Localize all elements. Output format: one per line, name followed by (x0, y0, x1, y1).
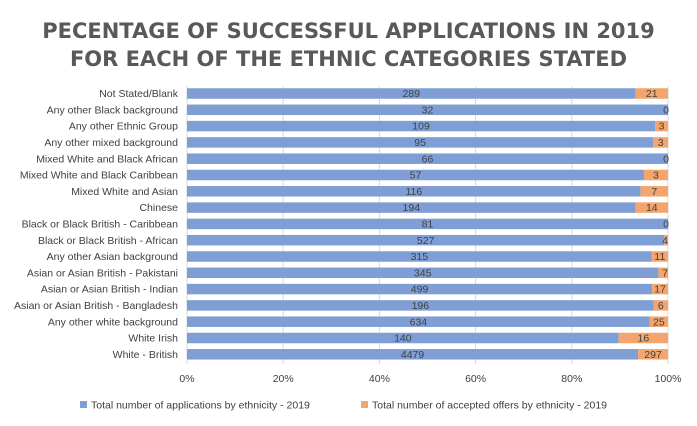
y-category-label: Chinese (139, 202, 178, 214)
bar-accepted-offers (635, 202, 668, 213)
data-label-applications: 95 (414, 137, 426, 149)
y-category-label: Black or Black British - Caribbean (22, 219, 179, 231)
bar-applications (187, 218, 668, 230)
y-category-label: Asian or Asian British - Pakistani (27, 267, 178, 279)
x-tick-label: 80% (561, 373, 582, 385)
bar-applications (187, 88, 636, 99)
y-category-label: White Irish (128, 333, 178, 345)
data-label-accepted-offers: 3 (658, 137, 664, 149)
data-label-accepted-offers: 6 (658, 300, 664, 312)
data-label-accepted-offers: 7 (651, 186, 657, 198)
bar-accepted-offers (651, 251, 668, 262)
y-category-label: Mixed White and Asian (71, 186, 178, 198)
bar-accepted-offers (658, 267, 668, 279)
chart-title: PECENTAGE OF SUCCESSFUL APPLICATIONS IN … (42, 19, 655, 43)
y-category-label: Mixed White and Black African (36, 153, 178, 165)
bar-applications (187, 120, 656, 132)
data-label-applications: 109 (412, 121, 430, 133)
legend-label-accepted-offers: Total number of accepted offers by ethni… (372, 400, 607, 412)
data-label-accepted-offers: 0 (663, 153, 669, 165)
bar-applications (187, 349, 639, 360)
data-label-applications: 66 (422, 153, 434, 165)
bar-applications (187, 332, 619, 344)
y-category-label: Any other Black background (47, 104, 178, 116)
data-label-applications: 289 (402, 88, 420, 100)
data-label-accepted-offers: 0 (663, 219, 669, 231)
x-tick-label: 100% (655, 373, 682, 385)
chart-subtitle: FOR EACH OF THE ETHNIC CATEGORIES STATED (69, 47, 628, 71)
bar-accepted-offers (618, 332, 668, 344)
data-label-applications: 527 (417, 235, 435, 247)
data-label-applications: 194 (403, 202, 421, 214)
x-tick-label: 0% (179, 373, 194, 385)
data-label-applications: 4479 (401, 349, 425, 361)
x-tick-label: 60% (465, 373, 486, 385)
bar-accepted-offers (653, 300, 668, 311)
y-category-label: Any other mixed background (44, 137, 178, 149)
data-label-applications: 315 (411, 251, 429, 263)
bar-applications (187, 202, 636, 213)
bar-accepted-offers (643, 169, 668, 181)
bar-applications (187, 251, 652, 262)
data-label-accepted-offers: 11 (654, 251, 665, 263)
bar-applications (187, 153, 668, 164)
y-category-label: Any other white background (48, 316, 178, 328)
y-category-label: Any other Asian background (47, 251, 178, 263)
bar-applications (187, 137, 654, 148)
bar-applications (187, 186, 641, 197)
x-tick-label: 20% (273, 373, 294, 385)
bar-accepted-offers (652, 283, 668, 295)
bar-applications (187, 300, 654, 311)
data-label-applications: 57 (410, 170, 422, 182)
bar-applications (187, 283, 653, 295)
bar-applications (187, 267, 659, 279)
data-label-accepted-offers: 3 (653, 170, 659, 182)
y-category-label: White - British (113, 349, 179, 361)
bar-applications (187, 316, 650, 327)
data-label-accepted-offers: 17 (654, 284, 666, 296)
data-label-accepted-offers: 25 (653, 316, 665, 328)
bar-accepted-offers (649, 316, 668, 327)
data-label-applications: 499 (411, 284, 429, 296)
bar-accepted-offers (653, 137, 668, 148)
data-label-applications: 32 (422, 104, 434, 116)
data-label-applications: 140 (394, 333, 412, 345)
data-label-accepted-offers: 3 (659, 121, 665, 133)
data-label-accepted-offers: 4 (662, 235, 668, 247)
data-label-applications: 81 (422, 219, 434, 231)
data-label-accepted-offers: 7 (662, 267, 668, 279)
legend-swatch-applications (80, 401, 87, 408)
bar-applications (187, 169, 644, 181)
y-category-label: Not Stated/Blank (99, 88, 179, 100)
bar-accepted-offers (640, 186, 668, 197)
bar-applications (187, 234, 665, 246)
bar-accepted-offers (638, 349, 668, 360)
data-label-applications: 345 (414, 267, 432, 279)
y-category-label: Any other Ethnic Group (69, 121, 178, 133)
data-label-accepted-offers: 297 (644, 349, 662, 361)
bar-accepted-offers (635, 88, 668, 99)
bar-accepted-offers (655, 120, 668, 132)
y-category-label: Asian or Asian British - Indian (41, 284, 178, 296)
data-label-accepted-offers: 21 (646, 88, 658, 100)
legend-label-applications: Total number of applications by ethnicit… (91, 400, 310, 412)
data-label-applications: 634 (410, 316, 428, 328)
x-tick-label: 40% (369, 373, 390, 385)
data-label-accepted-offers: 0 (663, 104, 669, 116)
bar-applications (187, 104, 668, 116)
data-label-applications: 116 (405, 186, 422, 198)
y-category-label: Asian or Asian British - Bangladesh (14, 300, 178, 312)
data-label-accepted-offers: 16 (637, 333, 649, 345)
y-category-label: Black or Black British - African (38, 235, 178, 247)
bar-accepted-offers (664, 234, 668, 246)
y-category-label: Mixed White and Black Caribbean (20, 170, 178, 182)
legend-swatch-accepted-offers (361, 401, 368, 408)
data-label-accepted-offers: 14 (646, 202, 658, 214)
data-label-applications: 196 (412, 300, 430, 312)
